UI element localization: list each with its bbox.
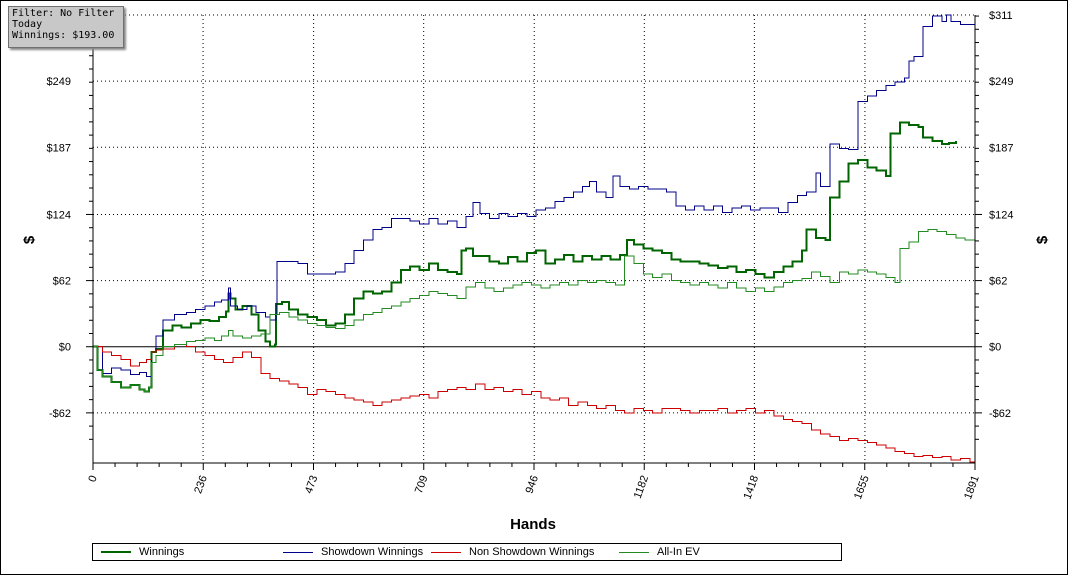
y-axis-title-right: $ [1034, 235, 1051, 244]
y-tick-label-left: $249 [47, 76, 71, 88]
label-layer: -$62 -$62 $0 $0 $62 $62 $124 $124 $187 $187 $249 $2… [47, 10, 1014, 501]
axis-layer [86, 15, 982, 470]
y-tick-label-left: -$62 [49, 408, 71, 420]
y-axis-title-left: $ [21, 235, 38, 244]
y-tick-label-left: $0 [59, 342, 71, 354]
legend-label-showdown-winnings: Showdown Winnings [321, 546, 424, 558]
legend-swatch-showdown-winnings [283, 551, 313, 553]
filter-line: Filter: No Filter [12, 8, 115, 19]
legend-swatch-winnings [101, 551, 131, 553]
y-tick-label-right: $62 [989, 276, 1007, 288]
y-tick-label-right: -$62 [989, 408, 1011, 420]
y-tick-label-right: $0 [989, 342, 1001, 354]
legend-item-winnings[interactable]: Winnings [101, 545, 184, 559]
y-tick-label-right: $124 [989, 209, 1013, 221]
legend-label-non-showdown-winnings: Non Showdown Winnings [469, 546, 595, 558]
legend-item-non-showdown-winnings[interactable]: Non Showdown Winnings [431, 545, 594, 559]
x-tick-label: 1891 [962, 474, 982, 501]
legend-swatch-non-showdown-winnings [431, 551, 461, 553]
grid-layer [93, 14, 975, 463]
series-layer [93, 14, 976, 463]
series-line-winnings [93, 121, 957, 393]
y-tick-label-left: $62 [53, 276, 71, 288]
chart-legend: Winnings Showdown Winnings Non Showdown … [92, 543, 842, 561]
legend-item-all-in-ev[interactable]: All-In EV [619, 545, 700, 559]
legend-swatch-all-in-ev [619, 551, 649, 553]
series-line-showdown-winnings [93, 14, 976, 378]
y-tick-label-right: $187 [989, 142, 1013, 154]
x-tick-label: 0 [86, 474, 99, 484]
y-tick-label-right: $249 [989, 76, 1013, 88]
date-range-line: Today [12, 19, 43, 30]
x-tick-label: 236 [192, 474, 210, 495]
x-tick-label: 1418 [742, 474, 762, 501]
x-tick-label: 709 [413, 474, 431, 495]
x-tick-label: 473 [303, 474, 321, 495]
legend-item-showdown-winnings[interactable]: Showdown Winnings [283, 545, 423, 559]
x-tick-label: 946 [523, 474, 541, 495]
x-axis-title: Hands [510, 516, 556, 533]
legend-label-winnings: Winnings [139, 546, 185, 558]
legend-label-all-in-ev: All-In EV [657, 546, 700, 558]
y-tick-label-left: $187 [47, 142, 71, 154]
series-line-non-showdown-winnings [93, 344, 976, 463]
y-tick-label-right: $311 [989, 10, 1013, 22]
x-tick-label: 1655 [852, 474, 872, 501]
series-line-all-in-ev [93, 228, 976, 392]
filter-info-box: Filter: No Filter Today Winnings: $193.0… [8, 6, 124, 48]
y-tick-label-left: $124 [47, 209, 71, 221]
winnings-total-line: Winnings: $193.00 [12, 30, 115, 41]
x-tick-label: 1182 [632, 474, 651, 500]
